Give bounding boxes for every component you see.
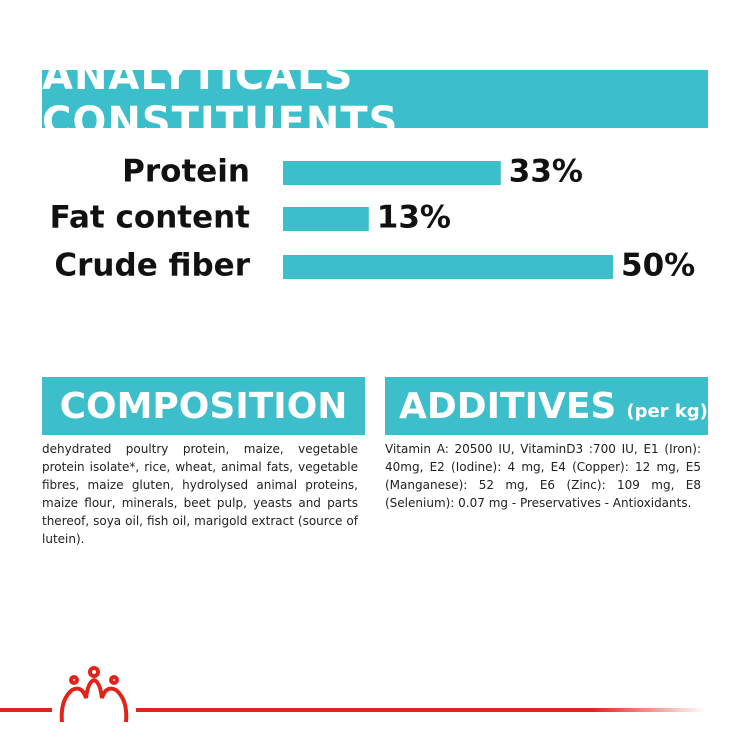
- chart-title: ANALYTICALS CONSTITUENTS: [42, 53, 399, 145]
- additives-text: Vitamin A: 20500 IU, VitaminD3 :700 IU, …: [385, 442, 701, 510]
- value-label: 13%: [377, 200, 451, 236]
- category-label: Fat content: [50, 200, 251, 236]
- value-label: 33%: [509, 154, 583, 190]
- category-label: Crude fiber: [54, 248, 250, 284]
- bar: [283, 255, 613, 279]
- additives-unit: (per kg): [626, 400, 708, 422]
- category-label: Protein: [122, 154, 250, 190]
- additives-title: ADDITIVES: [399, 385, 617, 427]
- composition-title: COMPOSITION: [59, 385, 348, 427]
- composition-text: dehydrated poultry protein, maize, veget…: [42, 442, 358, 546]
- crown: [59, 666, 129, 723]
- chart: Protein 33% Fat content 13% Crude fiber 50%: [50, 154, 696, 284]
- title-band: ANALYTICALS CONSTITUENTS: [42, 53, 708, 145]
- additives-band: ADDITIVES (per kg): [385, 377, 708, 435]
- footer-line: [0, 708, 52, 712]
- footer-line: [136, 708, 706, 712]
- bar: [283, 207, 369, 231]
- value-label: 50%: [621, 248, 695, 284]
- composition-band: COMPOSITION: [42, 377, 365, 435]
- bar: [283, 161, 501, 185]
